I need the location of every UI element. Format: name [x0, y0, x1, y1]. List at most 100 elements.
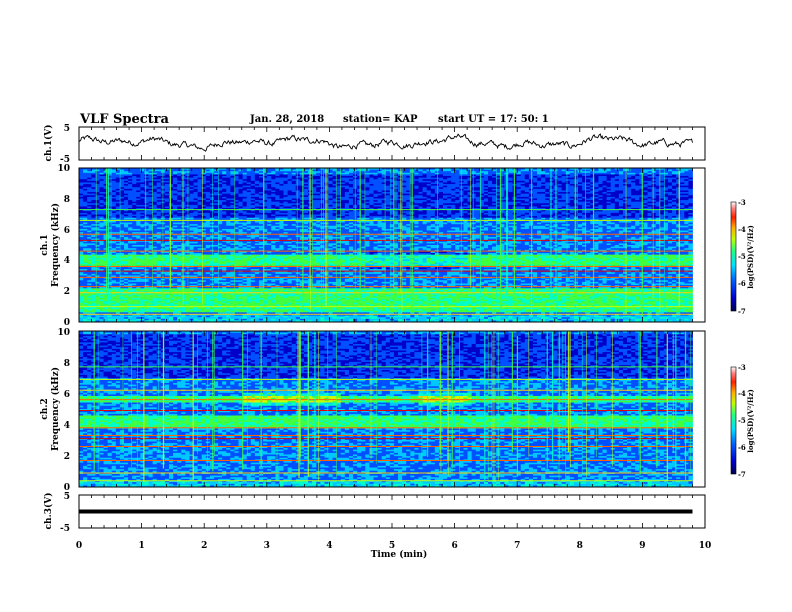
spectrogram-cell: [218, 171, 223, 174]
spectrogram-cell: [152, 179, 158, 182]
spectrogram-cell: [168, 195, 174, 198]
spectrogram-cell: [598, 192, 603, 195]
spectrogram-cell: [189, 187, 194, 190]
spectrogram-cell: [348, 198, 354, 201]
spectrogram-cell: [443, 184, 448, 187]
spectrogram-cell: [226, 172, 231, 175]
spectrogram-cell: [283, 169, 288, 172]
spectrogram-cell: [185, 184, 190, 187]
spectrogram-cell: [463, 169, 468, 172]
spectrogram-cell: [218, 179, 223, 182]
spectrogram-cell: [418, 182, 423, 185]
spectrogram-cell: [275, 172, 280, 175]
spectrogram-cell: [123, 190, 129, 193]
spectrogram-cell: [267, 203, 272, 206]
spectrogram-cell: [103, 193, 109, 196]
spectrogram-cell: [369, 190, 374, 193]
spectrogram-cell: [267, 190, 272, 193]
spectrogram-cell: [426, 174, 432, 177]
spectrogram-cell: [332, 187, 338, 190]
spectrogram-cell: [238, 190, 243, 193]
spectrogram-cell: [434, 190, 440, 193]
spectrogram-cell: [586, 182, 591, 185]
spectrogram-cell: [438, 198, 444, 201]
spectrogram-cell: [631, 179, 636, 182]
spectrogram-cell: [655, 174, 661, 177]
spectrogram-cell: [524, 187, 530, 190]
spectrogram-cell: [222, 190, 227, 193]
spectrogram-cell: [246, 185, 252, 188]
spectrogram-cell: [107, 193, 113, 196]
spectrogram-cell: [111, 174, 117, 177]
spectrogram-cell: [443, 182, 448, 185]
spectrogram-cell: [79, 177, 84, 180]
spectrogram-cell: [398, 180, 403, 183]
spectrogram-cell: [561, 188, 567, 191]
spectrogram-cell: [430, 200, 436, 203]
spectrogram-cell: [434, 192, 440, 195]
spectrogram-cell: [672, 200, 677, 203]
spectrogram-cell: [287, 196, 293, 199]
spectrogram-cell: [586, 177, 591, 180]
spectrogram-cell: [582, 184, 587, 187]
spectrogram-cell: [565, 184, 571, 187]
spectrogram-cell: [467, 190, 473, 193]
spectrogram-cell: [541, 198, 546, 201]
spectrogram-cell: [152, 201, 158, 204]
spectrogram-cell: [87, 174, 92, 177]
spectrogram-cell: [606, 198, 612, 201]
spectrogram-cell: [463, 182, 468, 185]
spectrogram-cell: [197, 182, 203, 185]
spectrogram-cell: [532, 172, 538, 175]
spectrogram-cell: [663, 169, 669, 172]
spectrogram-cell: [275, 177, 280, 180]
spectrogram-cell: [95, 193, 100, 196]
spectrogram-cell: [332, 182, 338, 185]
spectrogram-cell: [246, 177, 252, 180]
spectrogram-cell: [369, 193, 374, 196]
spectrogram-cell: [291, 201, 297, 204]
spectrogram-cell: [667, 182, 673, 185]
spectrogram-cell: [357, 180, 362, 183]
spectrogram-cell: [377, 201, 383, 204]
spectrogram-cell: [569, 187, 575, 190]
spectrogram-cell: [332, 180, 338, 183]
spectrogram-cell: [647, 184, 652, 187]
spectrogram-cell: [573, 184, 579, 187]
spectrogram-cell: [520, 193, 526, 196]
spectrogram-cell: [263, 195, 268, 198]
spectrogram-cell: [83, 200, 88, 203]
spectrogram-cell: [639, 188, 644, 191]
spectrogram-cell: [328, 182, 333, 185]
spectrogram-cell: [475, 184, 481, 187]
spectrogram-cell: [528, 198, 534, 201]
spectrogram-cell: [234, 171, 239, 174]
spectrogram-cell: [164, 184, 170, 187]
spectrogram-cell: [659, 192, 665, 195]
spectrogram-cell: [602, 182, 607, 185]
spectrogram-cell: [283, 200, 288, 203]
spectrogram-cell: [177, 174, 182, 177]
spectrogram-cell: [87, 196, 92, 199]
spectrogram-cell: [111, 171, 117, 174]
spectrogram-cell: [651, 169, 657, 172]
spectrogram-cell: [173, 169, 178, 172]
spectrogram-cell: [213, 193, 219, 196]
spectrogram-cell: [684, 171, 689, 174]
spectrogram-cell: [267, 168, 272, 170]
spectrogram-cell: [577, 185, 583, 188]
spectrogram-cell: [83, 201, 88, 204]
spectrogram-cell: [87, 198, 92, 201]
spectrogram-cell: [651, 185, 657, 188]
spectrogram-cell: [164, 198, 170, 201]
spectrogram-cell: [430, 198, 436, 201]
spectrogram-cell: [672, 195, 677, 198]
spectrogram-cell: [193, 168, 199, 170]
spectrogram-cell: [606, 180, 612, 183]
spectrogram-cell: [222, 195, 227, 198]
spectrogram-cell: [672, 180, 677, 183]
spectrogram-cell: [455, 195, 460, 198]
spectrogram-cell: [672, 179, 677, 182]
spectrogram-cell: [467, 187, 473, 190]
spectrogram-cell: [586, 180, 591, 183]
